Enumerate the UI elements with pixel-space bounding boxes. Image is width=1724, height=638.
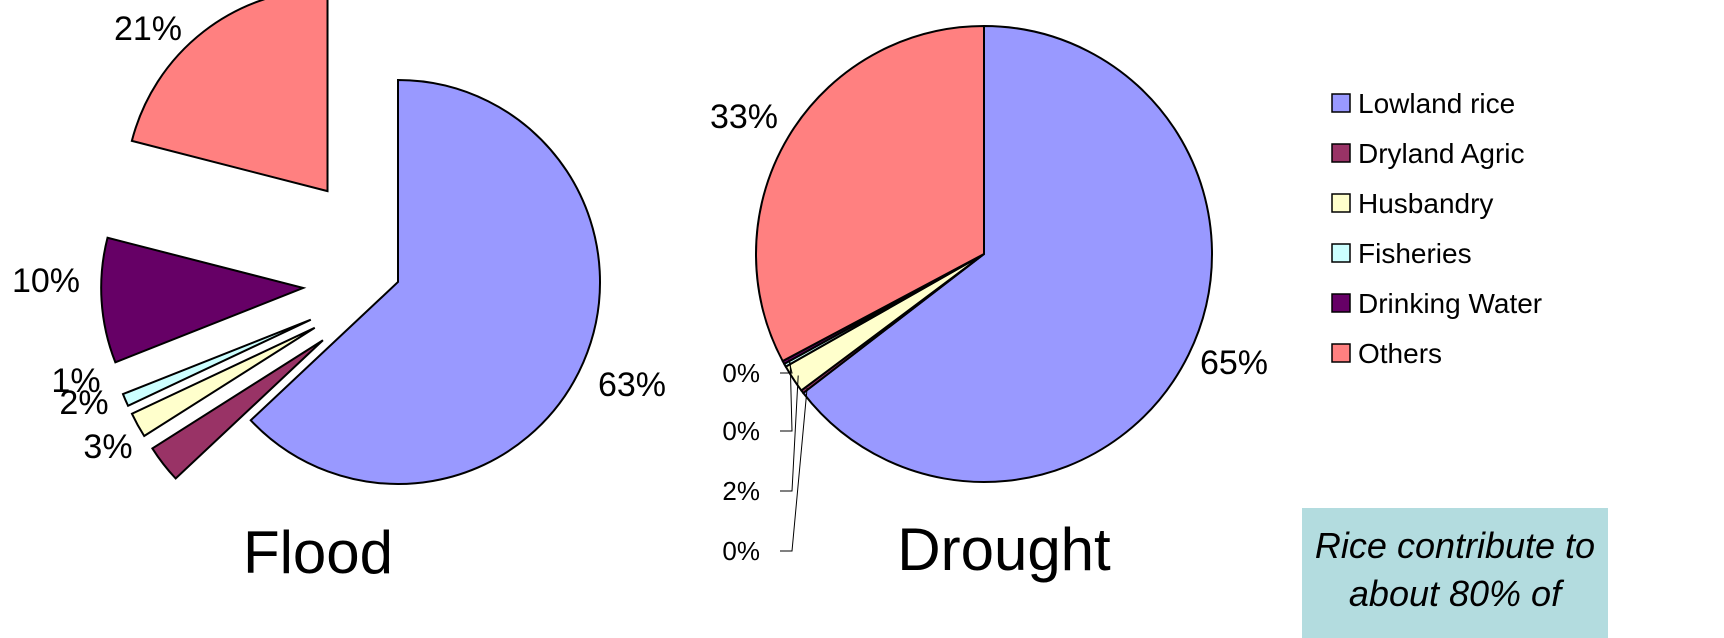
flood-slice-lowland-rice [249, 78, 601, 485]
legend-label-lowland-rice: Lowland rice [1358, 88, 1515, 119]
flood-slice-fisheries [121, 318, 312, 408]
legend-swatch-husbandry [1331, 193, 1351, 213]
drought-leader-fisheries [780, 362, 793, 432]
legend-swatch-drinking-water [1331, 293, 1351, 313]
drought-leader-husbandry [780, 375, 799, 492]
drought-title: Drought [897, 516, 1111, 583]
legend-label-drinking-water: Drinking Water [1358, 288, 1542, 319]
flood-label-lowland-rice: 63% [598, 366, 666, 404]
drought-label-husbandry: 2% [722, 476, 760, 506]
drought-slice-lowland-rice [801, 24, 1213, 483]
legend-label-others: Others [1358, 338, 1442, 369]
drought-leader-dryland-agric [780, 388, 808, 552]
legend-swatch-dryland-agric [1331, 143, 1351, 163]
flood-label-others: 21% [114, 10, 182, 48]
legend-label-fisheries: Fisheries [1358, 238, 1472, 269]
drought-label-lowland-rice: 65% [1200, 344, 1268, 382]
flood-label-husbandry: 2% [59, 384, 108, 422]
flood-slice-husbandry [130, 326, 316, 438]
drought-label-drinking-water: 0% [722, 358, 760, 388]
drought-label-fisheries: 0% [722, 416, 760, 446]
legend-swatch-lowland-rice [1331, 93, 1351, 113]
drought-label-others: 33% [710, 98, 778, 136]
note-text: Rice contribute to about 80% of [1314, 525, 1596, 614]
legend-swatch-others [1331, 343, 1351, 363]
flood-slice-others [130, 0, 329, 193]
note-box: Rice contribute to about 80% of [1302, 508, 1608, 638]
flood-title: Flood [243, 519, 393, 586]
flood-label-fisheries: 1% [51, 362, 100, 400]
flood-slice-drinking-water [100, 236, 307, 364]
drought-slice-others [754, 24, 985, 363]
flood-slice-dryland-agric [150, 339, 324, 480]
flood-label-dryland-agric: 3% [83, 428, 132, 466]
legend-label-dryland-agric: Dryland Agric [1358, 138, 1525, 169]
legend-swatch-fisheries [1331, 243, 1351, 263]
legend-label-husbandry: Husbandry [1358, 188, 1493, 219]
flood-label-drinking-water: 10% [12, 262, 80, 300]
drought-label-dryland-agric: 0% [722, 536, 760, 566]
